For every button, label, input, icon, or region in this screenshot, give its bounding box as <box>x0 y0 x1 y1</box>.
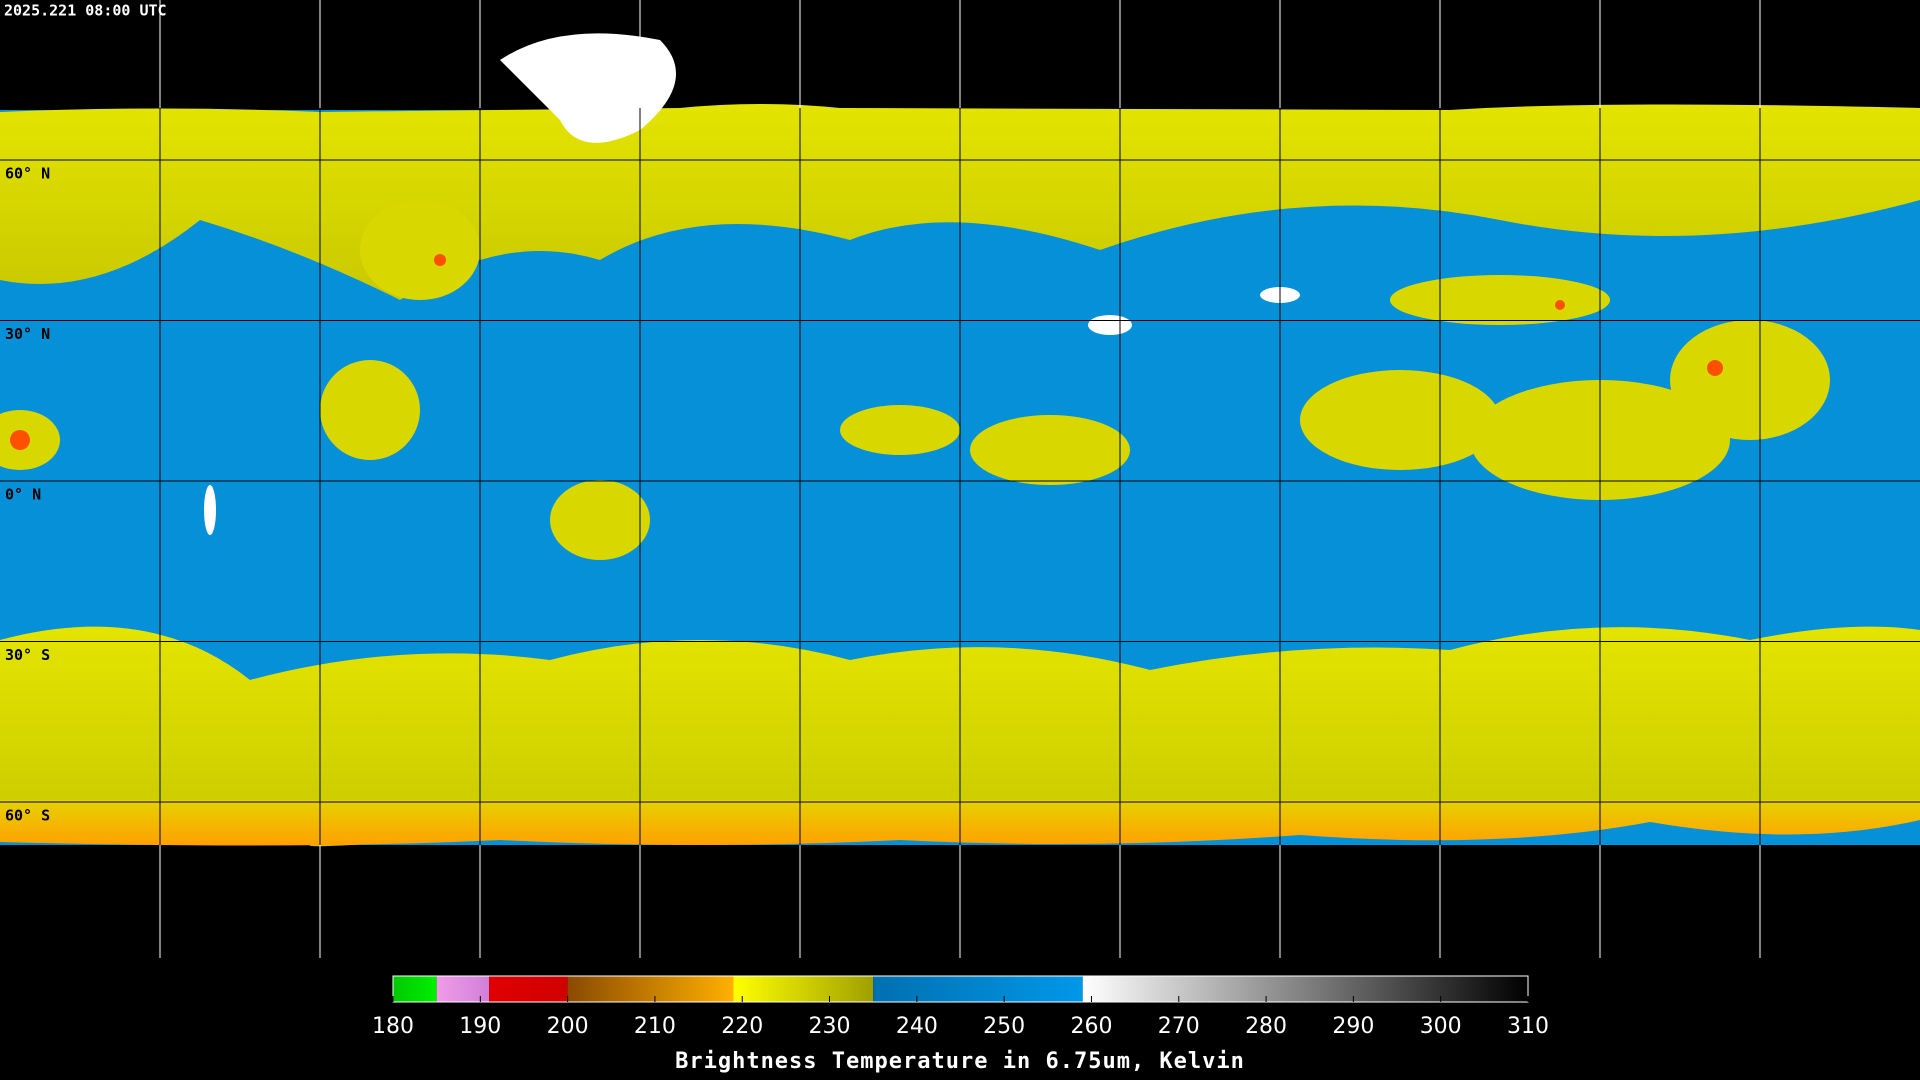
colorbar-tick-label: 260 <box>1070 1014 1112 1039</box>
colorbar-segment <box>873 976 1083 1002</box>
colorbar-tick-label: 180 <box>372 1014 414 1039</box>
satellite-image <box>0 0 1920 958</box>
colorbar-tick-label: 310 <box>1507 1014 1549 1039</box>
colorbar-tick-label: 240 <box>896 1014 938 1039</box>
timestamp: 2025.221 08:00 UTC <box>4 2 167 20</box>
colorbar-tick-label: 250 <box>983 1014 1025 1039</box>
colorbar-segment <box>1082 976 1528 1002</box>
colorbar-segment <box>567 976 734 1002</box>
convection <box>0 200 1830 560</box>
colorbar-tick-label: 210 <box>634 1014 676 1039</box>
colorbar-tick-label: 270 <box>1158 1014 1200 1039</box>
colorbar-segment <box>436 976 490 1002</box>
latitude-label: 60° N <box>5 165 50 183</box>
colorbar-tick-label: 200 <box>547 1014 589 1039</box>
colorbar-tick-label: 190 <box>459 1014 501 1039</box>
colorbar: 180 190 200 210 220 230 240 250 260 270 280 290 300 3… <box>372 975 1549 1039</box>
colorbar-segment <box>393 976 437 1002</box>
colorbar-title: Brightness Temperature in 6.75um, Kelvin <box>675 1049 1245 1074</box>
colorbar-tick-label: 220 <box>721 1014 763 1039</box>
latitude-label: 30° N <box>5 325 50 343</box>
colorbar-segment <box>489 976 568 1002</box>
latitude-label: 30° S <box>5 646 50 664</box>
latitude-labels: 60° N 30° N 0° N 30° S 60° S <box>5 165 50 825</box>
colorbar-frame <box>392 975 1529 1003</box>
colorbar-tick-label: 230 <box>809 1014 851 1039</box>
colorbar-tick-label: 290 <box>1332 1014 1374 1039</box>
graticule <box>0 108 1920 845</box>
colorbar-tick-label: 280 <box>1245 1014 1287 1039</box>
latitude-label: 60° S <box>5 807 50 825</box>
graticule-polar <box>159 0 1761 958</box>
colorbar-segment <box>733 976 874 1002</box>
latitude-label: 0° N <box>5 486 41 504</box>
colorbar-tick-label: 300 <box>1420 1014 1462 1039</box>
convection-cores <box>10 254 1723 450</box>
